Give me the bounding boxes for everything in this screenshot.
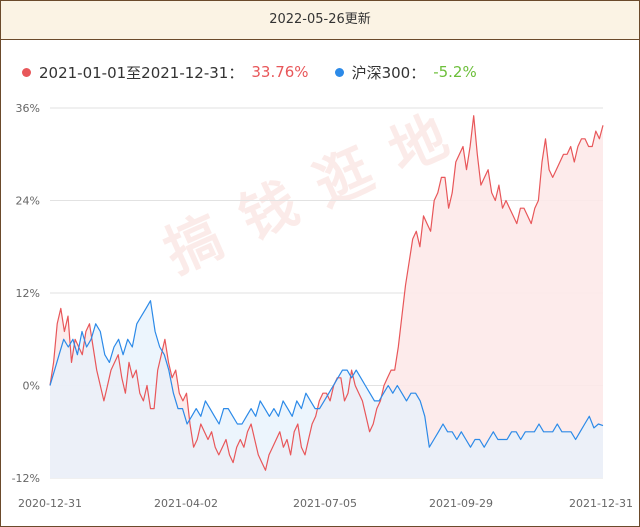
line-hs300 [49, 300, 604, 448]
legend-value: -5.2% [433, 63, 477, 81]
chart-legend: 2021-01-01至2021-12-31： 33.76% 沪深300： -5.… [22, 60, 477, 84]
y-tick-label: 0% [23, 380, 40, 393]
update-header: 2022-05-26更新 [1, 1, 639, 40]
x-tick-label: 2021-07-05 [293, 497, 357, 510]
legend-label: 沪深300： [351, 63, 426, 82]
legend-dot-icon [22, 67, 31, 77]
legend-item-hs300[interactable]: 沪深300： -5.2% [334, 62, 477, 83]
line-portfolio [49, 115, 604, 471]
legend-value: 33.76% [251, 63, 309, 81]
y-tick-label: 36% [16, 102, 40, 115]
legend-dot-icon [334, 67, 344, 77]
x-tick-label: 2021-04-02 [154, 497, 218, 510]
area-hs300 [50, 300, 603, 478]
y-tick-label: 24% [16, 195, 40, 208]
x-tick-label: 2021-12-31 [569, 497, 633, 510]
legend-item-portfolio[interactable]: 2021-01-01至2021-12-31： 33.76% [22, 62, 309, 83]
x-tick-label: 2020-12-31 [18, 497, 82, 510]
legend-label: 2021-01-01至2021-12-31： [39, 63, 244, 82]
y-tick-label: -12% [12, 472, 40, 485]
y-tick-label: 12% [16, 287, 40, 300]
x-tick-label: 2021-09-29 [429, 497, 493, 510]
area-portfolio [50, 115, 603, 478]
